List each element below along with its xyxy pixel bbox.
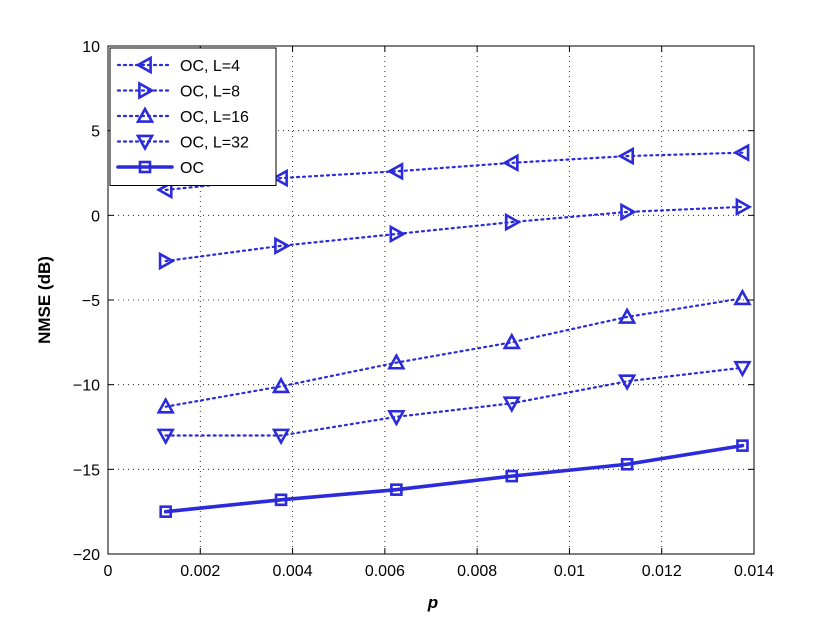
y-tick-label: 0 [91, 208, 100, 225]
data-point-marker [735, 197, 753, 217]
x-tick-label: 0.012 [642, 563, 682, 580]
data-series [156, 143, 753, 518]
data-point-marker [156, 428, 175, 446]
data-point-marker [274, 236, 291, 256]
data-point-marker [502, 153, 519, 173]
data-point-marker [156, 397, 175, 414]
y-tick-label: −5 [82, 293, 100, 310]
x-tick-label: 0.014 [734, 563, 774, 580]
data-point-marker [138, 160, 152, 174]
data-point-marker [505, 469, 519, 483]
legend-entry: OC, L=16 [116, 106, 249, 126]
series-line [164, 297, 744, 408]
series-line [164, 205, 744, 263]
data-point-marker [617, 146, 635, 166]
x-tick-label: 0.002 [180, 563, 220, 580]
data-point-marker [617, 307, 637, 324]
series-line [163, 443, 745, 514]
y-axis-title: NMSE (dB) [35, 256, 54, 344]
data-point-marker [387, 409, 406, 427]
data-point-marker [156, 180, 173, 200]
data-point-marker [733, 360, 752, 378]
x-tick-label: 0.01 [554, 563, 585, 580]
tick-labels: 0 0.002 0.004 0.006 0.008 0.01 0.012 0.014 −20 −1… [73, 39, 774, 580]
data-point-marker [386, 162, 404, 181]
data-point-marker [135, 106, 155, 123]
data-point-marker [135, 134, 155, 152]
y-tick-label: 10 [82, 39, 100, 56]
x-tick-label: 0.008 [457, 563, 497, 580]
series-4 [159, 439, 749, 518]
data-point-marker [271, 168, 288, 188]
series-1 [158, 197, 753, 271]
legend-entry: OC, L=32 [116, 134, 249, 152]
series-3 [156, 360, 752, 446]
data-point-marker [732, 143, 750, 162]
data-point-marker [274, 493, 288, 507]
y-tick-label: −10 [73, 378, 100, 395]
data-point-marker [733, 288, 752, 306]
data-point-marker [159, 505, 172, 518]
series-2 [156, 288, 752, 414]
data-point-marker [135, 55, 152, 75]
y-tick-label: −15 [73, 462, 100, 479]
data-point-marker [502, 332, 521, 350]
legend: OC, L=4 OC, L=8 OC, L=16 OC, L=32 OC [109, 47, 277, 186]
data-point-marker [390, 483, 403, 496]
y-tick-label: −20 [73, 547, 100, 564]
x-tick-label: 0 [104, 563, 113, 580]
data-point-marker [271, 376, 291, 394]
y-tick-label: 5 [91, 124, 100, 141]
data-point-marker [387, 352, 406, 370]
data-point-marker [158, 251, 176, 271]
x-axis-title: p [427, 593, 438, 612]
legend-label: OC, L=8 [180, 84, 240, 101]
data-point-marker [502, 396, 521, 413]
data-point-marker [504, 212, 522, 232]
data-point-marker [620, 202, 637, 222]
legend-label: OC, L=32 [180, 135, 249, 152]
legend-entry: OC, L=8 [116, 81, 240, 101]
legend-entry: OC, L=4 [116, 55, 240, 75]
legend-label: OC, L=4 [180, 58, 240, 75]
data-point-marker [389, 224, 407, 244]
data-point-marker [138, 81, 155, 100]
legend-label: OC [180, 160, 204, 177]
data-point-marker [271, 428, 291, 446]
legend-entry: OC [116, 160, 204, 177]
data-point-marker [620, 457, 634, 471]
x-tick-label: 0.006 [365, 563, 405, 580]
legend-label: OC, L=16 [180, 109, 249, 126]
series-line [164, 366, 744, 437]
data-point-marker [736, 439, 749, 452]
x-tick-label: 0.004 [273, 563, 313, 580]
data-point-marker [617, 374, 637, 391]
